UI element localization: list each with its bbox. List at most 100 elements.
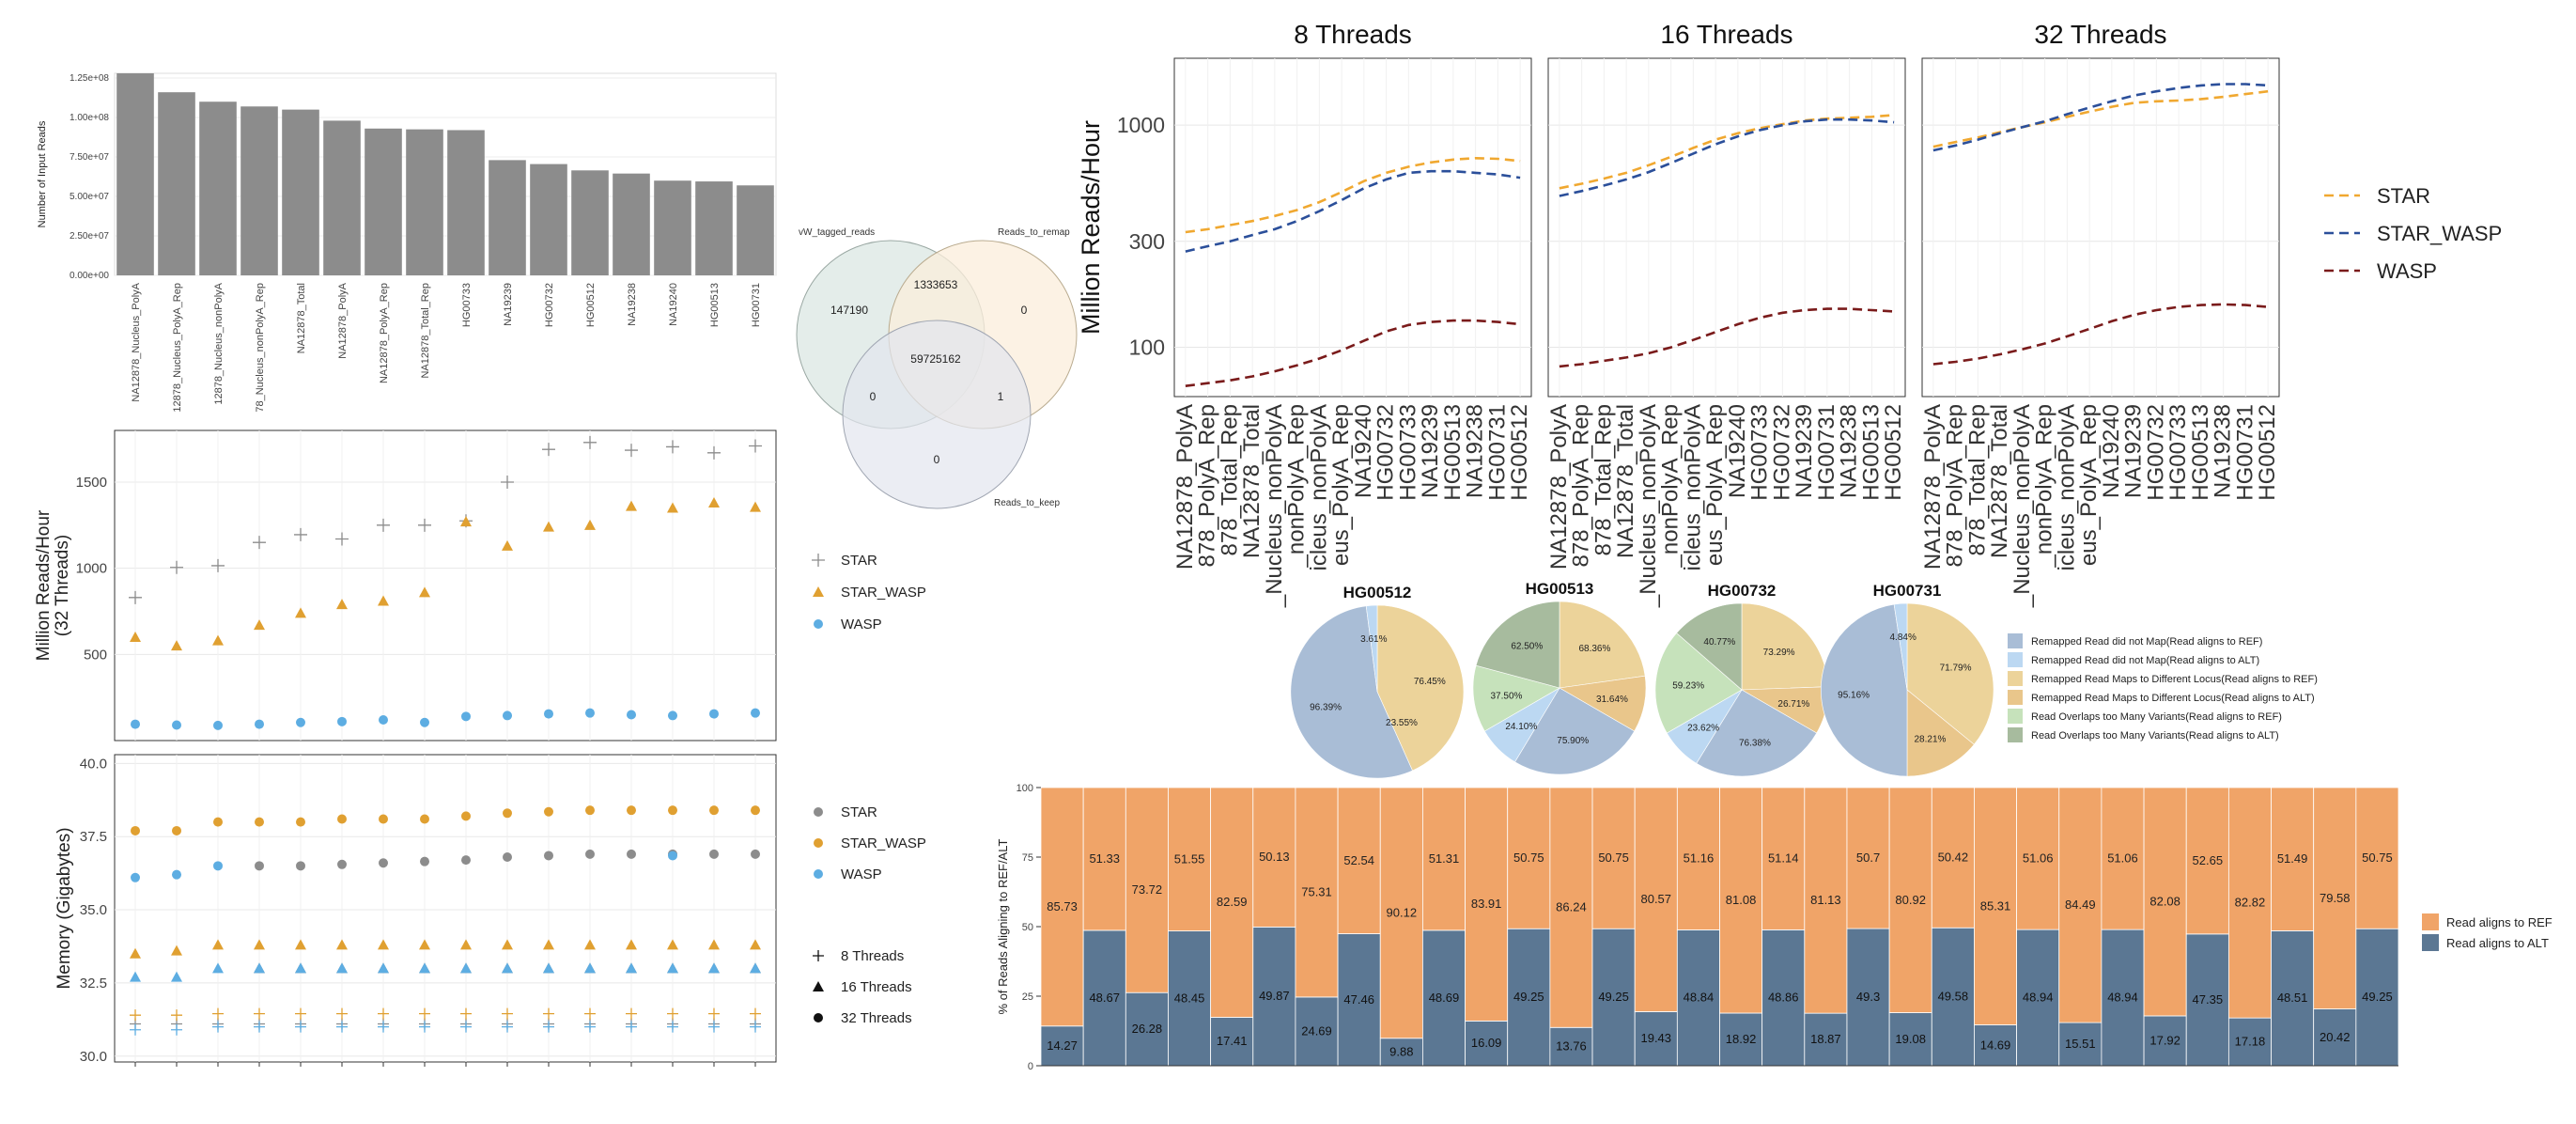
- data-point-32-threads: [709, 805, 719, 816]
- bar-segment-ref: [2016, 787, 2060, 930]
- pie-title: HG00513: [1526, 580, 1594, 598]
- data-point-32-threads: [131, 872, 140, 882]
- legend-label: STAR: [2377, 184, 2430, 208]
- x-tick-label: HG00513: [1858, 404, 1884, 501]
- y-tick-label: 1000: [1117, 113, 1165, 137]
- data-point-8-threads: [212, 1007, 224, 1020]
- data-point-star-wasp: [171, 640, 182, 651]
- plot-background: [114, 429, 777, 742]
- legend-label: Remapped Read Maps to Different Locus(Re…: [2031, 693, 2315, 704]
- data-point-star: [749, 439, 762, 453]
- pie-slice: [1906, 602, 1994, 745]
- data-point-star: [170, 560, 183, 574]
- legend-key: [2008, 709, 2023, 724]
- data-point-8-threads: [378, 1007, 389, 1020]
- x-tick-label: NA12878_PolyA: [1920, 404, 1946, 570]
- x-tick-label: HG00733: [2165, 404, 2191, 501]
- data-point-16-threads: [626, 962, 637, 974]
- x-tick-label: HG00731: [2232, 404, 2258, 501]
- bar-segment-alt: [1507, 928, 1551, 1067]
- bar: [282, 109, 319, 275]
- data-point-16-threads: [750, 939, 761, 950]
- x-tick-label: HG00733: [1395, 404, 1420, 501]
- bar-label-ref: 52.54: [1343, 853, 1374, 867]
- pie-slice-label: 24.10%: [1505, 722, 1537, 732]
- data-point-wasp: [131, 719, 140, 729]
- y-tick-label: 100: [1016, 783, 1033, 794]
- data-point-star: [625, 444, 638, 458]
- bar-segment-ref: [1082, 787, 1126, 931]
- bar-segment-alt: [1210, 1017, 1254, 1067]
- y-axis-title: Memory (Gigabytes): [54, 827, 74, 989]
- bar-label-alt: 49.58: [1938, 990, 1969, 1004]
- x-tick-label: NA19240: [668, 283, 679, 326]
- data-point-wasp: [585, 708, 595, 718]
- venn-region-count: 59725162: [910, 352, 961, 366]
- bar-label-ref: 51.06: [2107, 851, 2138, 866]
- bar-label-ref: 80.57: [1640, 892, 1671, 906]
- bar-label-ref: 81.13: [1810, 893, 1841, 907]
- bar-label-ref: 81.08: [1726, 893, 1757, 907]
- legend-label: Remapped Read Maps to Different Locus(Re…: [2031, 674, 2318, 685]
- bar-segment-alt: [1719, 1012, 1763, 1067]
- bar-label-ref: 82.59: [1217, 895, 1248, 909]
- series-line: [1185, 319, 1521, 387]
- data-point-8-threads: [295, 1021, 306, 1033]
- bar-segment-ref: [2101, 787, 2145, 930]
- bar-label-alt: 48.86: [1768, 991, 1799, 1005]
- bar-label-alt: 13.76: [1556, 1039, 1587, 1054]
- bar-label-alt: 48.51: [2277, 991, 2308, 1005]
- legend-label: WASP: [841, 866, 882, 882]
- x-tick-label: 12878_Nucleus_PolyA_Rep: [172, 283, 183, 413]
- pie-slice: [1654, 632, 1743, 734]
- pie-slice-label: 73.29%: [1763, 648, 1795, 658]
- legend-key-series: [814, 869, 823, 879]
- bar-label-alt: 14.69: [1980, 1038, 2011, 1052]
- bar-segment-ref: [1761, 787, 1806, 930]
- data-point-32-threads: [213, 861, 223, 871]
- x-tick-label: HG00731: [1484, 404, 1510, 501]
- x-tick-label: eus_PolyA_Rep: [1328, 404, 1354, 566]
- bar-label-alt: 9.88: [1389, 1044, 1413, 1058]
- x-tick-label: NA19239: [1792, 404, 1817, 498]
- input-reads-bar-chart: 0.00e+00 2.50e+07 5.00e+07 7.50e+07 1.00e+08…: [37, 72, 777, 413]
- data-point-16-threads: [171, 944, 182, 956]
- series-line: [1932, 83, 2269, 152]
- x-tick-label: NA19239: [1418, 404, 1443, 498]
- bar-label-alt: 47.35: [2193, 992, 2224, 1007]
- pie-slice-label: 37.50%: [1490, 691, 1522, 701]
- data-point-star: [253, 536, 266, 550]
- x-tick-label: 12878_Nucleus_nonPolyA: [213, 282, 225, 404]
- data-point-8-threads: [295, 1007, 306, 1020]
- data-point-8-threads: [584, 1007, 596, 1020]
- x-tick-label: NA12878_Nucleus_PolyA: [131, 282, 142, 401]
- data-point-32-threads: [337, 859, 347, 869]
- bar-segment-ref: [1040, 787, 1084, 1027]
- bar-segment-ref: [1549, 787, 1593, 1028]
- data-point-16-threads: [212, 962, 224, 974]
- x-tick-label: NA12878_Total: [1987, 404, 2012, 558]
- data-point-star-wasp: [502, 539, 513, 551]
- x-tick-label: eus_PolyA_Rep: [1702, 404, 1728, 566]
- venn-region-count: 147190: [830, 304, 868, 317]
- data-point-star: [542, 443, 555, 457]
- bar-label-alt: 48.94: [2107, 991, 2138, 1005]
- data-point-wasp: [296, 717, 305, 727]
- data-point-16-threads: [378, 939, 389, 950]
- bar-label-ref: 51.16: [1684, 851, 1715, 866]
- data-point-8-threads: [626, 1007, 637, 1020]
- venn-region-count: 1333653: [914, 278, 958, 291]
- data-point-16-threads: [419, 962, 430, 974]
- bar-label-ref: 51.49: [2277, 851, 2308, 866]
- data-point-8-threads: [336, 1007, 348, 1020]
- bar-label-ref: 50.42: [1938, 851, 1969, 865]
- bar-segment-ref: [2185, 787, 2229, 935]
- bar-label-ref: 51.14: [1768, 851, 1799, 866]
- pie-slice: [1559, 601, 1646, 689]
- bar-segment-ref: [1888, 787, 1932, 1013]
- y-axis-title: Million Reads/Hour: [1077, 120, 1105, 335]
- data-point-32-threads: [172, 825, 181, 835]
- pie-slice-label: 4.84%: [1889, 632, 1916, 643]
- data-point-wasp: [544, 709, 553, 719]
- data-point-8-threads: [708, 1021, 720, 1033]
